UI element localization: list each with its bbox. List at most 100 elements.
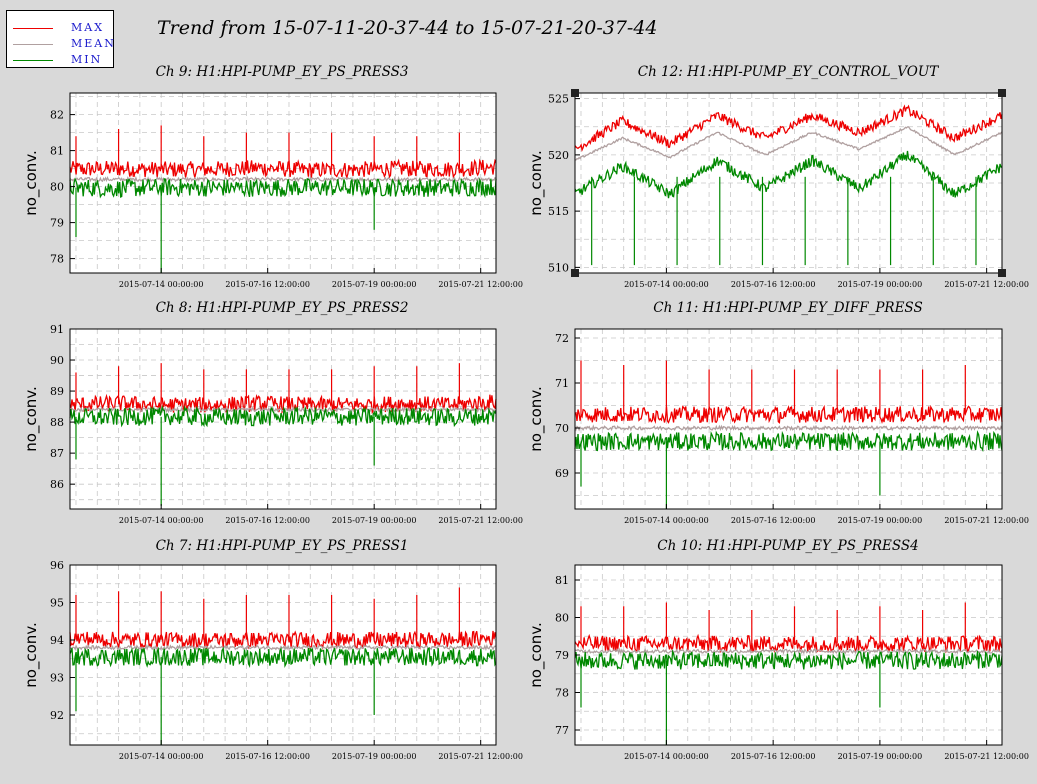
series-min-line	[69, 177, 497, 199]
y-tick-label: 95	[50, 597, 64, 610]
series-max-line	[574, 404, 1003, 425]
x-tick-label: 2015-07-19 00:00:00	[838, 280, 923, 289]
y-tick-label: 86	[50, 478, 64, 491]
x-tick-label: 2015-07-21 12:00:00	[944, 516, 1029, 525]
x-tick-label: 2015-07-19 00:00:00	[332, 280, 417, 289]
y-tick-label: 80	[555, 612, 569, 625]
legend-swatch-mean	[13, 44, 53, 45]
series-min-line	[69, 646, 497, 669]
y-tick-label: 82	[50, 109, 64, 122]
y-tick-label: 72	[555, 332, 569, 345]
y-tick-label: 70	[555, 422, 569, 435]
chart-title: Ch 10: H1:HPI-PUMP_EY_PS_PRESS4	[657, 538, 918, 554]
y-tick-label: 81	[50, 145, 64, 158]
series-max-line	[69, 158, 497, 180]
x-tick-label: 2015-07-21 12:00:00	[944, 752, 1029, 761]
series-mean-line	[69, 175, 497, 184]
y-axis-label: no_conv.	[527, 622, 546, 688]
chart-4: 69 70 71 72 2015-07-14 00:00:00 2015-07-16 12…	[527, 300, 1029, 525]
plot-frame	[69, 92, 497, 274]
y-tick-label: 80	[50, 181, 64, 194]
x-tick-label: 2015-07-19 00:00:00	[838, 752, 923, 761]
y-tick-label: 93	[50, 672, 64, 685]
series-min-line	[574, 150, 1003, 199]
y-tick-label: 89	[50, 385, 64, 398]
legend-item-min: MIN	[13, 52, 113, 68]
chart-2: 510 515 520 525 2015-07-14 00:00:00 2015-07-1…	[527, 64, 1029, 289]
legend-label-mean: MEAN	[71, 37, 116, 50]
plot-frame	[69, 328, 497, 510]
chart-title: Ch 7: H1:HPI-PUMP_EY_PS_PRESS1	[156, 538, 409, 554]
plot-area	[575, 329, 1002, 509]
y-tick-label: 79	[555, 649, 569, 662]
y-tick-label: 81	[555, 574, 569, 587]
x-tick-label: 2015-07-14 00:00:00	[119, 516, 204, 525]
x-tick-label: 2015-07-19 00:00:00	[332, 516, 417, 525]
y-tick-label: 525	[548, 93, 569, 106]
legend: MAX MEAN MIN	[6, 10, 114, 68]
y-tick-label: 92	[50, 709, 64, 722]
legend-swatch-max	[13, 28, 53, 29]
y-tick-label: 77	[555, 724, 569, 737]
selection-handle[interactable]	[998, 269, 1006, 277]
series-mean-line	[574, 424, 1003, 432]
y-axis-label: no_conv.	[527, 386, 546, 452]
x-tick-label: 2015-07-21 12:00:00	[438, 516, 523, 525]
x-tick-label: 2015-07-21 12:00:00	[438, 752, 523, 761]
x-tick-label: 2015-07-16 12:00:00	[731, 280, 816, 289]
y-tick-label: 69	[555, 467, 569, 480]
series-min-line	[69, 405, 497, 428]
y-tick-label: 78	[555, 687, 569, 700]
y-tick-label: 520	[548, 149, 569, 162]
x-tick-label: 2015-07-14 00:00:00	[119, 280, 204, 289]
y-tick-label: 71	[555, 377, 569, 390]
x-tick-label: 2015-07-14 00:00:00	[624, 516, 709, 525]
chart-title: Ch 8: H1:HPI-PUMP_EY_PS_PRESS2	[156, 300, 409, 316]
x-tick-label: 2015-07-16 12:00:00	[731, 752, 816, 761]
selection-handle[interactable]	[571, 269, 579, 277]
y-tick-label: 91	[50, 323, 64, 336]
series-mean-line	[574, 126, 1003, 161]
y-tick-label: 96	[50, 559, 64, 572]
chart-title: Ch 12: H1:HPI-PUMP_EY_CONTROL_VOUT	[638, 64, 940, 80]
x-tick-label: 2015-07-16 12:00:00	[225, 516, 310, 525]
x-tick-label: 2015-07-21 12:00:00	[944, 280, 1029, 289]
chart-title: Ch 11: H1:HPI-PUMP_EY_DIFF_PRESS	[653, 300, 922, 316]
plot-frame	[69, 564, 497, 746]
series-mean-line	[69, 405, 496, 414]
chart-3: 86 87 88 89 90 91 2015-07-14 00:00:00 2015-07-1…	[22, 300, 523, 525]
plot-frame	[574, 328, 1003, 510]
series-mean-line	[574, 647, 1003, 656]
plot-frame	[574, 92, 1003, 274]
x-tick-label: 2015-07-16 12:00:00	[731, 516, 816, 525]
series-min-line	[574, 430, 1003, 453]
series-max-line	[574, 104, 1003, 152]
x-tick-label: 2015-07-16 12:00:00	[225, 280, 310, 289]
series-max-line	[69, 630, 497, 651]
y-tick-label: 515	[548, 205, 569, 218]
x-tick-label: 2015-07-14 00:00:00	[119, 752, 204, 761]
legend-swatch-min	[13, 60, 53, 61]
y-axis-label: no_conv.	[22, 622, 41, 688]
y-axis-label: no_conv.	[22, 386, 41, 452]
page-title: Trend from 15-07-11-20-37-44 to 15-07-21…	[157, 17, 658, 39]
legend-item-mean: MEAN	[13, 36, 116, 52]
x-tick-label: 2015-07-19 00:00:00	[332, 752, 417, 761]
x-tick-label: 2015-07-19 00:00:00	[838, 516, 923, 525]
selection-handle[interactable]	[998, 89, 1006, 97]
x-tick-label: 2015-07-14 00:00:00	[624, 752, 709, 761]
y-axis-label: no_conv.	[527, 150, 546, 216]
legend-label-max: MAX	[71, 21, 105, 34]
y-tick-label: 90	[50, 354, 64, 367]
x-tick-label: 2015-07-21 12:00:00	[438, 280, 523, 289]
y-tick-label: 87	[50, 447, 64, 460]
chart-6: 77 78 79 80 81 2015-07-14 00:00:00 2015-07-16 …	[527, 538, 1029, 761]
chart-title: Ch 9: H1:HPI-PUMP_EY_PS_PRESS3	[156, 64, 409, 80]
y-tick-label: 94	[50, 634, 64, 647]
legend-item-max: MAX	[13, 20, 113, 36]
y-tick-label: 88	[50, 416, 64, 429]
y-tick-label: 78	[50, 253, 64, 266]
x-tick-label: 2015-07-14 00:00:00	[624, 280, 709, 289]
selection-handle[interactable]	[571, 89, 579, 97]
